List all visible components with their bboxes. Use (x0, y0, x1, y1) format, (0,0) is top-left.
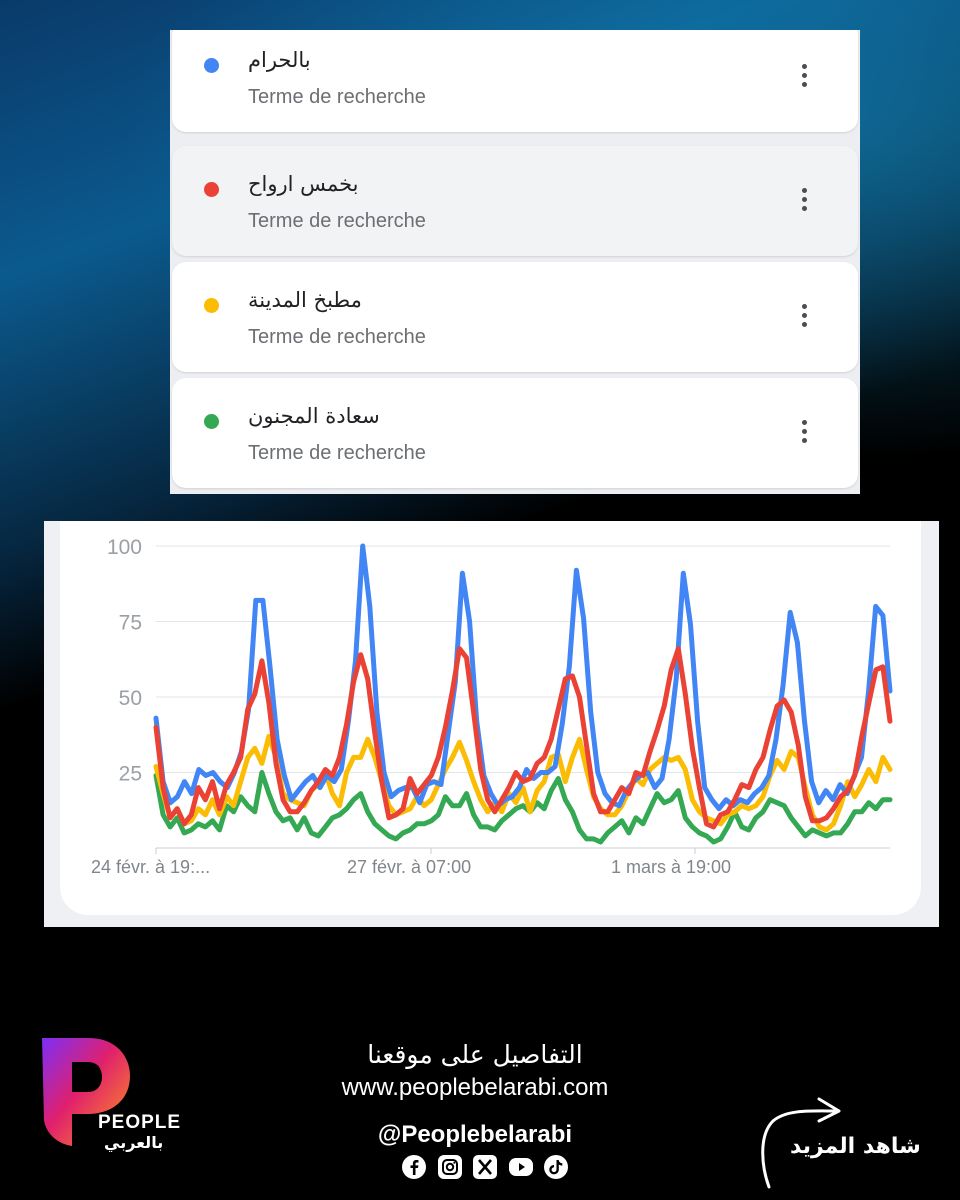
term-name: بالحرام (248, 48, 311, 72)
term-type: Terme de recherche (248, 442, 426, 464)
brand-name: PEOPLE (98, 1112, 182, 1133)
y-tick-label: 25 (119, 763, 142, 786)
trend-chart: 100 75 50 25 24 févr. à 19:... 27 févr. à 07:… (91, 536, 893, 877)
term-name: بخمس ارواح (248, 172, 359, 196)
instagram-icon[interactable] (437, 1155, 462, 1179)
search-terms-list: بالحرام Terme de recherche بخمس ارواح Te… (170, 30, 860, 494)
facebook-icon[interactable] (402, 1155, 426, 1179)
x-tick-label: 24 févr. à 19:... (91, 857, 210, 877)
term-card-1[interactable]: بالحرام Terme de recherche (172, 30, 858, 132)
series-color-dot (204, 182, 219, 197)
series-line-4 (153, 770, 893, 845)
series-color-dot (204, 58, 219, 73)
term-card-3[interactable]: مطبخ المدينة Terme de recherche (172, 262, 858, 372)
y-tick-label: 50 (119, 687, 142, 710)
tiktok-icon[interactable] (544, 1155, 568, 1179)
term-name: سعادة المجنون (248, 404, 380, 428)
x-icon[interactable] (473, 1155, 497, 1179)
youtube-icon[interactable] (508, 1158, 533, 1176)
more-vert-icon[interactable] (794, 304, 814, 334)
term-type: Terme de recherche (248, 210, 426, 232)
social-handle[interactable]: @Peoplebelarabi (377, 1121, 573, 1148)
more-vert-icon[interactable] (794, 188, 814, 218)
details-caption: التفاصيل على موقعنا (367, 1040, 583, 1069)
more-vert-icon[interactable] (794, 420, 814, 450)
brand-name-arabic: بالعربي (104, 1133, 164, 1152)
trend-chart-panel: 100 75 50 25 24 févr. à 19:... 27 févr. à 07:… (44, 521, 939, 927)
series-color-dot (204, 414, 219, 429)
term-type: Terme de recherche (248, 326, 426, 348)
term-card-2[interactable]: بخمس ارواح Terme de recherche (172, 146, 858, 256)
arrow-icon (761, 1097, 841, 1189)
y-tick-label: 75 (119, 612, 142, 635)
people-logo (42, 1038, 130, 1146)
website-link[interactable]: www.peoplebelarabi.com (341, 1074, 609, 1101)
series-line-2 (153, 646, 893, 830)
see-more-button[interactable]: شاهد المزيد (790, 1134, 921, 1159)
y-tick-label: 100 (107, 536, 142, 559)
term-type: Terme de recherche (248, 86, 426, 108)
social-icons (402, 1154, 568, 1180)
trend-chart-card: 100 75 50 25 24 févr. à 19:... 27 févr. à 07:… (60, 521, 921, 915)
x-tick-label: 27 févr. à 07:00 (347, 857, 471, 877)
more-vert-icon[interactable] (794, 64, 814, 94)
x-tick-label: 1 mars à 19:00 (611, 857, 731, 877)
series-color-dot (204, 298, 219, 313)
term-card-4[interactable]: سعادة المجنون Terme de recherche (172, 378, 858, 488)
term-name: مطبخ المدينة (248, 288, 362, 312)
